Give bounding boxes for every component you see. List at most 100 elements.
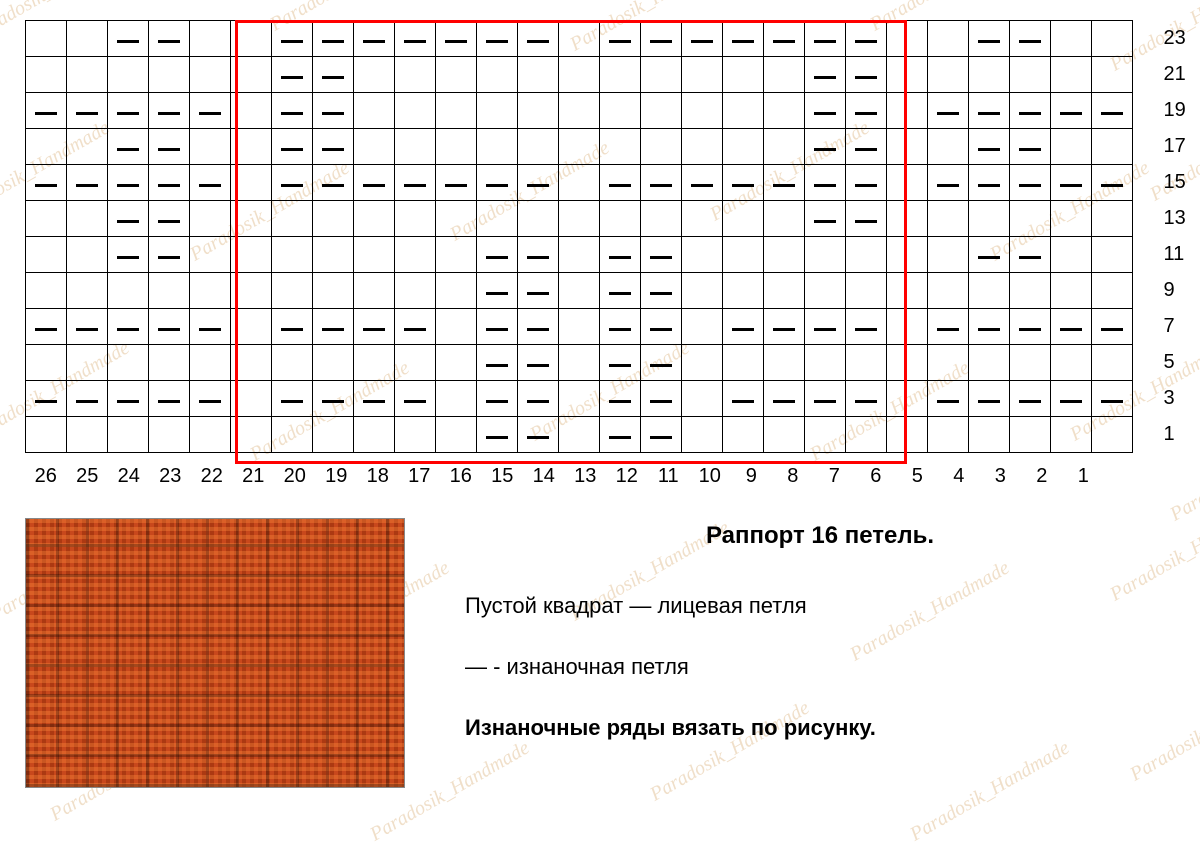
chart-cell	[149, 57, 190, 93]
col-label: 13	[565, 465, 607, 488]
row-label: 15	[1164, 164, 1186, 200]
chart-cell	[1092, 309, 1133, 345]
chart-cell	[887, 273, 928, 309]
purl-stitch-icon	[363, 184, 385, 187]
chart-cell	[928, 21, 969, 57]
purl-stitch-icon	[486, 364, 508, 367]
chart-cell	[354, 417, 395, 453]
chart-cell	[272, 273, 313, 309]
col-label: 23	[150, 465, 192, 488]
chart-cell	[928, 201, 969, 237]
purl-stitch-icon	[363, 400, 385, 403]
chart-cell	[641, 237, 682, 273]
chart-cell	[1010, 93, 1051, 129]
chart-cell	[559, 165, 600, 201]
purl-stitch-icon	[117, 112, 139, 115]
chart-cell	[1092, 237, 1133, 273]
chart-cell	[67, 309, 108, 345]
chart-cell	[600, 165, 641, 201]
purl-stitch-icon	[650, 292, 672, 295]
chart-cell	[26, 345, 67, 381]
chart-cell	[395, 345, 436, 381]
wrong-side-note: Изнаночные ряды вязать по рисунку.	[465, 711, 1175, 744]
chart-cell	[764, 201, 805, 237]
purl-stitch-icon	[1060, 184, 1082, 187]
chart-cell	[108, 417, 149, 453]
chart-cell	[354, 129, 395, 165]
chart-cell	[190, 21, 231, 57]
chart-cell	[1092, 201, 1133, 237]
col-label: 14	[523, 465, 565, 488]
chart-cell	[600, 237, 641, 273]
chart-cell	[682, 417, 723, 453]
chart-cell	[928, 273, 969, 309]
chart-cell	[108, 165, 149, 201]
row-label: 9	[1164, 272, 1186, 308]
chart-cell	[354, 201, 395, 237]
purl-stitch-icon	[117, 328, 139, 331]
chart-cell	[231, 345, 272, 381]
chart-cell	[190, 201, 231, 237]
purl-stitch-icon	[281, 184, 303, 187]
purl-stitch-icon	[158, 148, 180, 151]
knitting-chart	[25, 20, 1133, 453]
row-label: 5	[1164, 344, 1186, 380]
chart-cell	[231, 21, 272, 57]
chart-cell	[395, 93, 436, 129]
chart-cell	[313, 201, 354, 237]
chart-cell	[354, 273, 395, 309]
purl-stitch-icon	[404, 184, 426, 187]
purl-stitch-icon	[855, 40, 877, 43]
chart-wrap: 2625242322212019181716151413121110987654…	[25, 20, 1175, 488]
chart-cell	[436, 93, 477, 129]
chart-cell	[682, 21, 723, 57]
col-label: 19	[316, 465, 358, 488]
chart-cell	[559, 417, 600, 453]
purl-stitch-icon	[527, 400, 549, 403]
purl-stitch-icon	[158, 400, 180, 403]
chart-cell	[149, 129, 190, 165]
chart-cell	[26, 165, 67, 201]
chart-cell	[190, 309, 231, 345]
purl-stitch-icon	[650, 328, 672, 331]
col-label: 16	[440, 465, 482, 488]
chart-cell	[477, 417, 518, 453]
chart-cell	[641, 417, 682, 453]
col-label: 1	[1063, 465, 1105, 488]
purl-stitch-icon	[35, 112, 57, 115]
col-label: 7	[814, 465, 856, 488]
chart-cell	[559, 57, 600, 93]
purl-stitch-icon	[158, 40, 180, 43]
chart-cell	[354, 237, 395, 273]
row-label: 7	[1164, 308, 1186, 344]
chart-cell	[928, 93, 969, 129]
chart-cell	[805, 129, 846, 165]
chart-cell	[272, 165, 313, 201]
chart-cell	[272, 129, 313, 165]
chart-cell	[518, 309, 559, 345]
chart-cell	[26, 201, 67, 237]
chart-cell	[805, 57, 846, 93]
chart-cell	[67, 129, 108, 165]
chart-cell	[313, 93, 354, 129]
purl-stitch-icon	[691, 184, 713, 187]
chart-cell	[272, 201, 313, 237]
chart-cell	[108, 381, 149, 417]
chart-cell	[805, 417, 846, 453]
chart-cell	[682, 165, 723, 201]
chart-cell	[313, 165, 354, 201]
col-label: 18	[357, 465, 399, 488]
chart-cell	[67, 381, 108, 417]
chart-cell	[887, 417, 928, 453]
chart-cell	[395, 273, 436, 309]
chart-cell	[313, 381, 354, 417]
chart-cell	[887, 129, 928, 165]
chart-cell	[518, 381, 559, 417]
purl-stitch-icon	[117, 220, 139, 223]
chart-cell	[1092, 381, 1133, 417]
purl-stitch-icon	[650, 256, 672, 259]
chart-cell	[1010, 417, 1051, 453]
purl-stitch-icon	[1019, 328, 1041, 331]
purl-stitch-icon	[855, 400, 877, 403]
chart-cell	[969, 165, 1010, 201]
